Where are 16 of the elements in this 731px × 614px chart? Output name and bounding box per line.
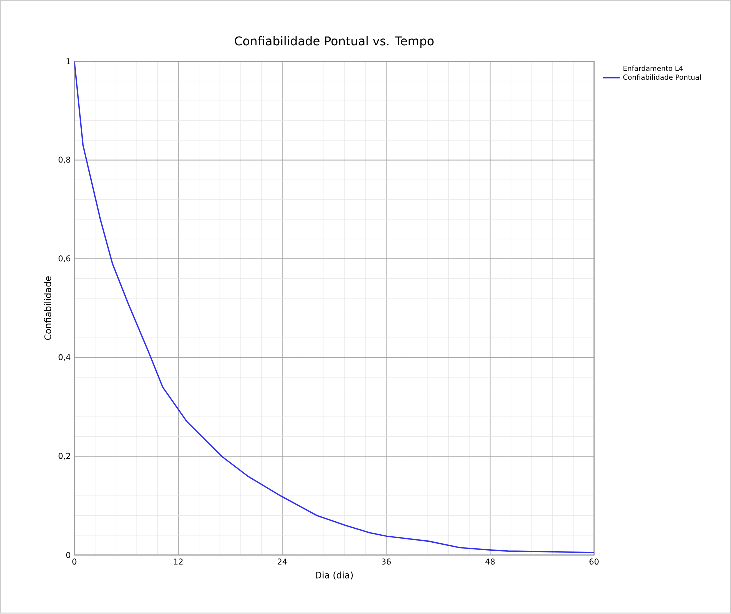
x-tick-label: 0	[72, 558, 77, 565]
x-tick-label: 24	[278, 558, 288, 565]
y-axis-title: Confiabilidade	[44, 276, 52, 340]
y-tick-label: 0,6	[58, 256, 71, 263]
x-tick-label: 60	[590, 558, 599, 565]
y-tick-label: 0,8	[58, 156, 71, 164]
x-tick-label: 36	[382, 558, 392, 565]
chart-title: Confiabilidade Pontual vs. Tempo	[235, 36, 434, 48]
line-series	[74, 62, 594, 554]
y-tick-label: 0,4	[58, 354, 71, 362]
x-tick-label: 48	[486, 558, 495, 565]
y-tick-label: 1	[66, 58, 70, 65]
y-tick-label: 0,2	[58, 453, 70, 460]
x-axis-title: Dia (dia)	[316, 572, 353, 580]
y-tick-label: 0	[66, 552, 71, 558]
x-tick-label: 12	[174, 558, 183, 565]
